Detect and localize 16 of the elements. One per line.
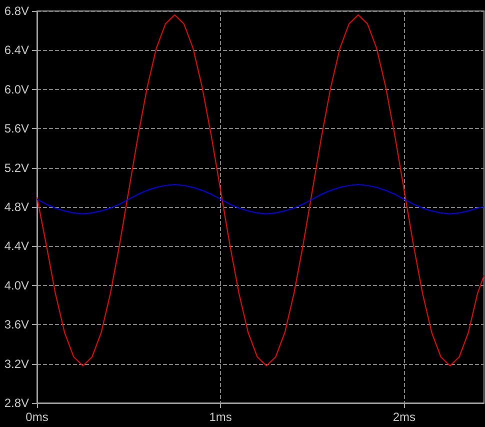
y-tick-label: 4.0V xyxy=(4,278,29,292)
y-tick-label: 5.6V xyxy=(4,122,29,136)
y-tick-label: 3.2V xyxy=(4,356,29,371)
x-tick-label: 2ms xyxy=(392,410,416,424)
y-tick-label: 6.4V xyxy=(4,43,29,58)
y-tick-label: 6.0V xyxy=(4,82,29,96)
y-tick-label: 4.4V xyxy=(4,239,29,254)
y-tick-label: 3.6V xyxy=(4,318,29,332)
y-tick-label: 6.8V xyxy=(4,4,29,18)
x-tick-label: 0ms xyxy=(26,410,48,424)
line-series xyxy=(36,14,484,366)
line-series xyxy=(36,184,484,214)
x-tick-label: 1ms xyxy=(209,410,232,424)
y-tick-label: 5.2V xyxy=(4,160,29,175)
y-tick-label: 2.8V xyxy=(4,396,29,410)
y-tick-label: 4.8V xyxy=(4,200,29,214)
